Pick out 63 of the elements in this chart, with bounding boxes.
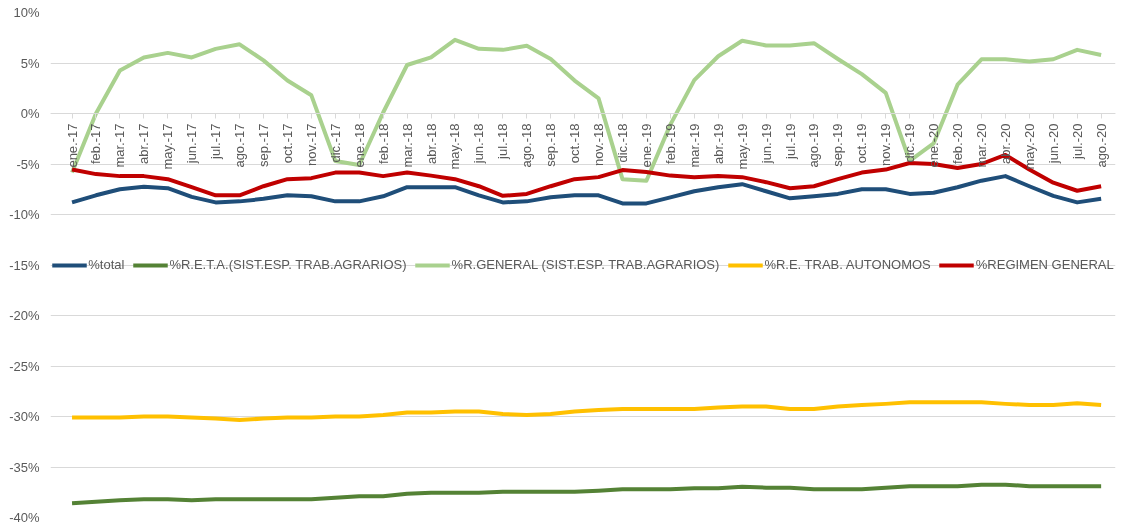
x-tick-label: jun.-19 bbox=[758, 123, 774, 165]
y-tick-label: -10% bbox=[9, 207, 40, 222]
x-tick-label: may.-20 bbox=[1021, 123, 1037, 170]
line-series bbox=[70, 400, 1104, 423]
x-tick-label: feb.-17 bbox=[88, 123, 104, 164]
y-tick-label: -5% bbox=[16, 156, 40, 172]
x-tick-label: nov.-19 bbox=[878, 123, 894, 166]
line-series bbox=[70, 174, 1104, 206]
x-tick-label: nov.-18 bbox=[591, 123, 607, 166]
x-tick-label: mar.-18 bbox=[399, 123, 415, 168]
x-tick-label: abr.-17 bbox=[136, 123, 152, 164]
legend-label: %REGIMEN GENERAL bbox=[975, 257, 1114, 272]
x-tick-label: dic.-17 bbox=[327, 123, 343, 163]
x-tick-label: mar.-17 bbox=[112, 123, 128, 168]
x-tick-label: mar.-19 bbox=[686, 123, 702, 168]
y-tick-label: -40% bbox=[9, 510, 40, 525]
y-tick-label: -15% bbox=[9, 257, 40, 273]
x-tick-label: abr.-20 bbox=[997, 123, 1013, 164]
x-tick-label: ene.-18 bbox=[351, 123, 367, 168]
x-tick-label: oct.-17 bbox=[279, 123, 295, 164]
x-tick-label: oct.-19 bbox=[854, 123, 870, 164]
y-tick-label: 5% bbox=[20, 55, 40, 71]
line-series bbox=[70, 482, 1104, 506]
x-tick-label: may.-18 bbox=[447, 123, 463, 170]
y-tick-label: -20% bbox=[9, 308, 40, 323]
x-tick-label: oct.-18 bbox=[567, 123, 583, 164]
x-tick-label: sep.-19 bbox=[830, 123, 846, 167]
x-tick-label: jul.-17 bbox=[208, 123, 224, 160]
x-tick-label: abr.-18 bbox=[423, 123, 439, 164]
x-tick-label: ago.-18 bbox=[519, 123, 535, 168]
x-tick-label: dic.-19 bbox=[902, 123, 918, 163]
x-tick-label: abr.-19 bbox=[710, 123, 726, 164]
x-tick-label: ene.-20 bbox=[926, 123, 942, 168]
x-tick-label: jul.-19 bbox=[782, 123, 798, 160]
x-tick-label: dic.-18 bbox=[614, 123, 630, 163]
x-tick-label: nov.-17 bbox=[303, 123, 319, 166]
legend-label: %R.E.T.A.(SIST.ESP. TRAB.AGRARIOS) bbox=[169, 257, 407, 272]
x-tick-label: mar.-20 bbox=[973, 123, 989, 168]
legend-label: %R.GENERAL (SIST.ESP. TRAB.AGRARIOS) bbox=[451, 257, 720, 272]
x-tick-label: feb.-19 bbox=[662, 123, 678, 164]
x-tick-label: ene.-19 bbox=[638, 123, 654, 168]
y-tick-label: 10% bbox=[13, 5, 40, 20]
legend-label: %total bbox=[88, 257, 125, 272]
x-tick-label: ago.-17 bbox=[232, 123, 248, 168]
x-tick-label: ago.-19 bbox=[806, 123, 822, 168]
x-tick-label: jul.-18 bbox=[495, 123, 511, 160]
y-tick-label: -25% bbox=[9, 358, 40, 374]
x-tick-label: jul.-20 bbox=[1069, 123, 1085, 160]
x-tick-label: feb.-20 bbox=[950, 123, 966, 164]
x-tick-label: sep.-17 bbox=[256, 123, 271, 167]
x-tick-label: may.-19 bbox=[734, 123, 750, 170]
x-tick-label: jun.-20 bbox=[1045, 123, 1061, 165]
x-tick-label: sep.-18 bbox=[543, 123, 559, 167]
y-tick-label: -30% bbox=[9, 409, 40, 424]
x-tick-label: ene.-17 bbox=[64, 123, 80, 168]
legend-label: %R.E. TRAB. AUTONOMOS bbox=[764, 257, 931, 272]
x-tick-label: jun.-17 bbox=[184, 123, 200, 165]
y-tick-label: 0% bbox=[20, 106, 40, 121]
y-tick-label: -35% bbox=[9, 459, 40, 475]
x-tick-label: feb.-18 bbox=[375, 123, 391, 164]
x-tick-label: ago.-20 bbox=[1093, 123, 1109, 168]
x-tick-label: jun.-18 bbox=[471, 123, 487, 165]
x-tick-label: may.-17 bbox=[160, 123, 176, 170]
